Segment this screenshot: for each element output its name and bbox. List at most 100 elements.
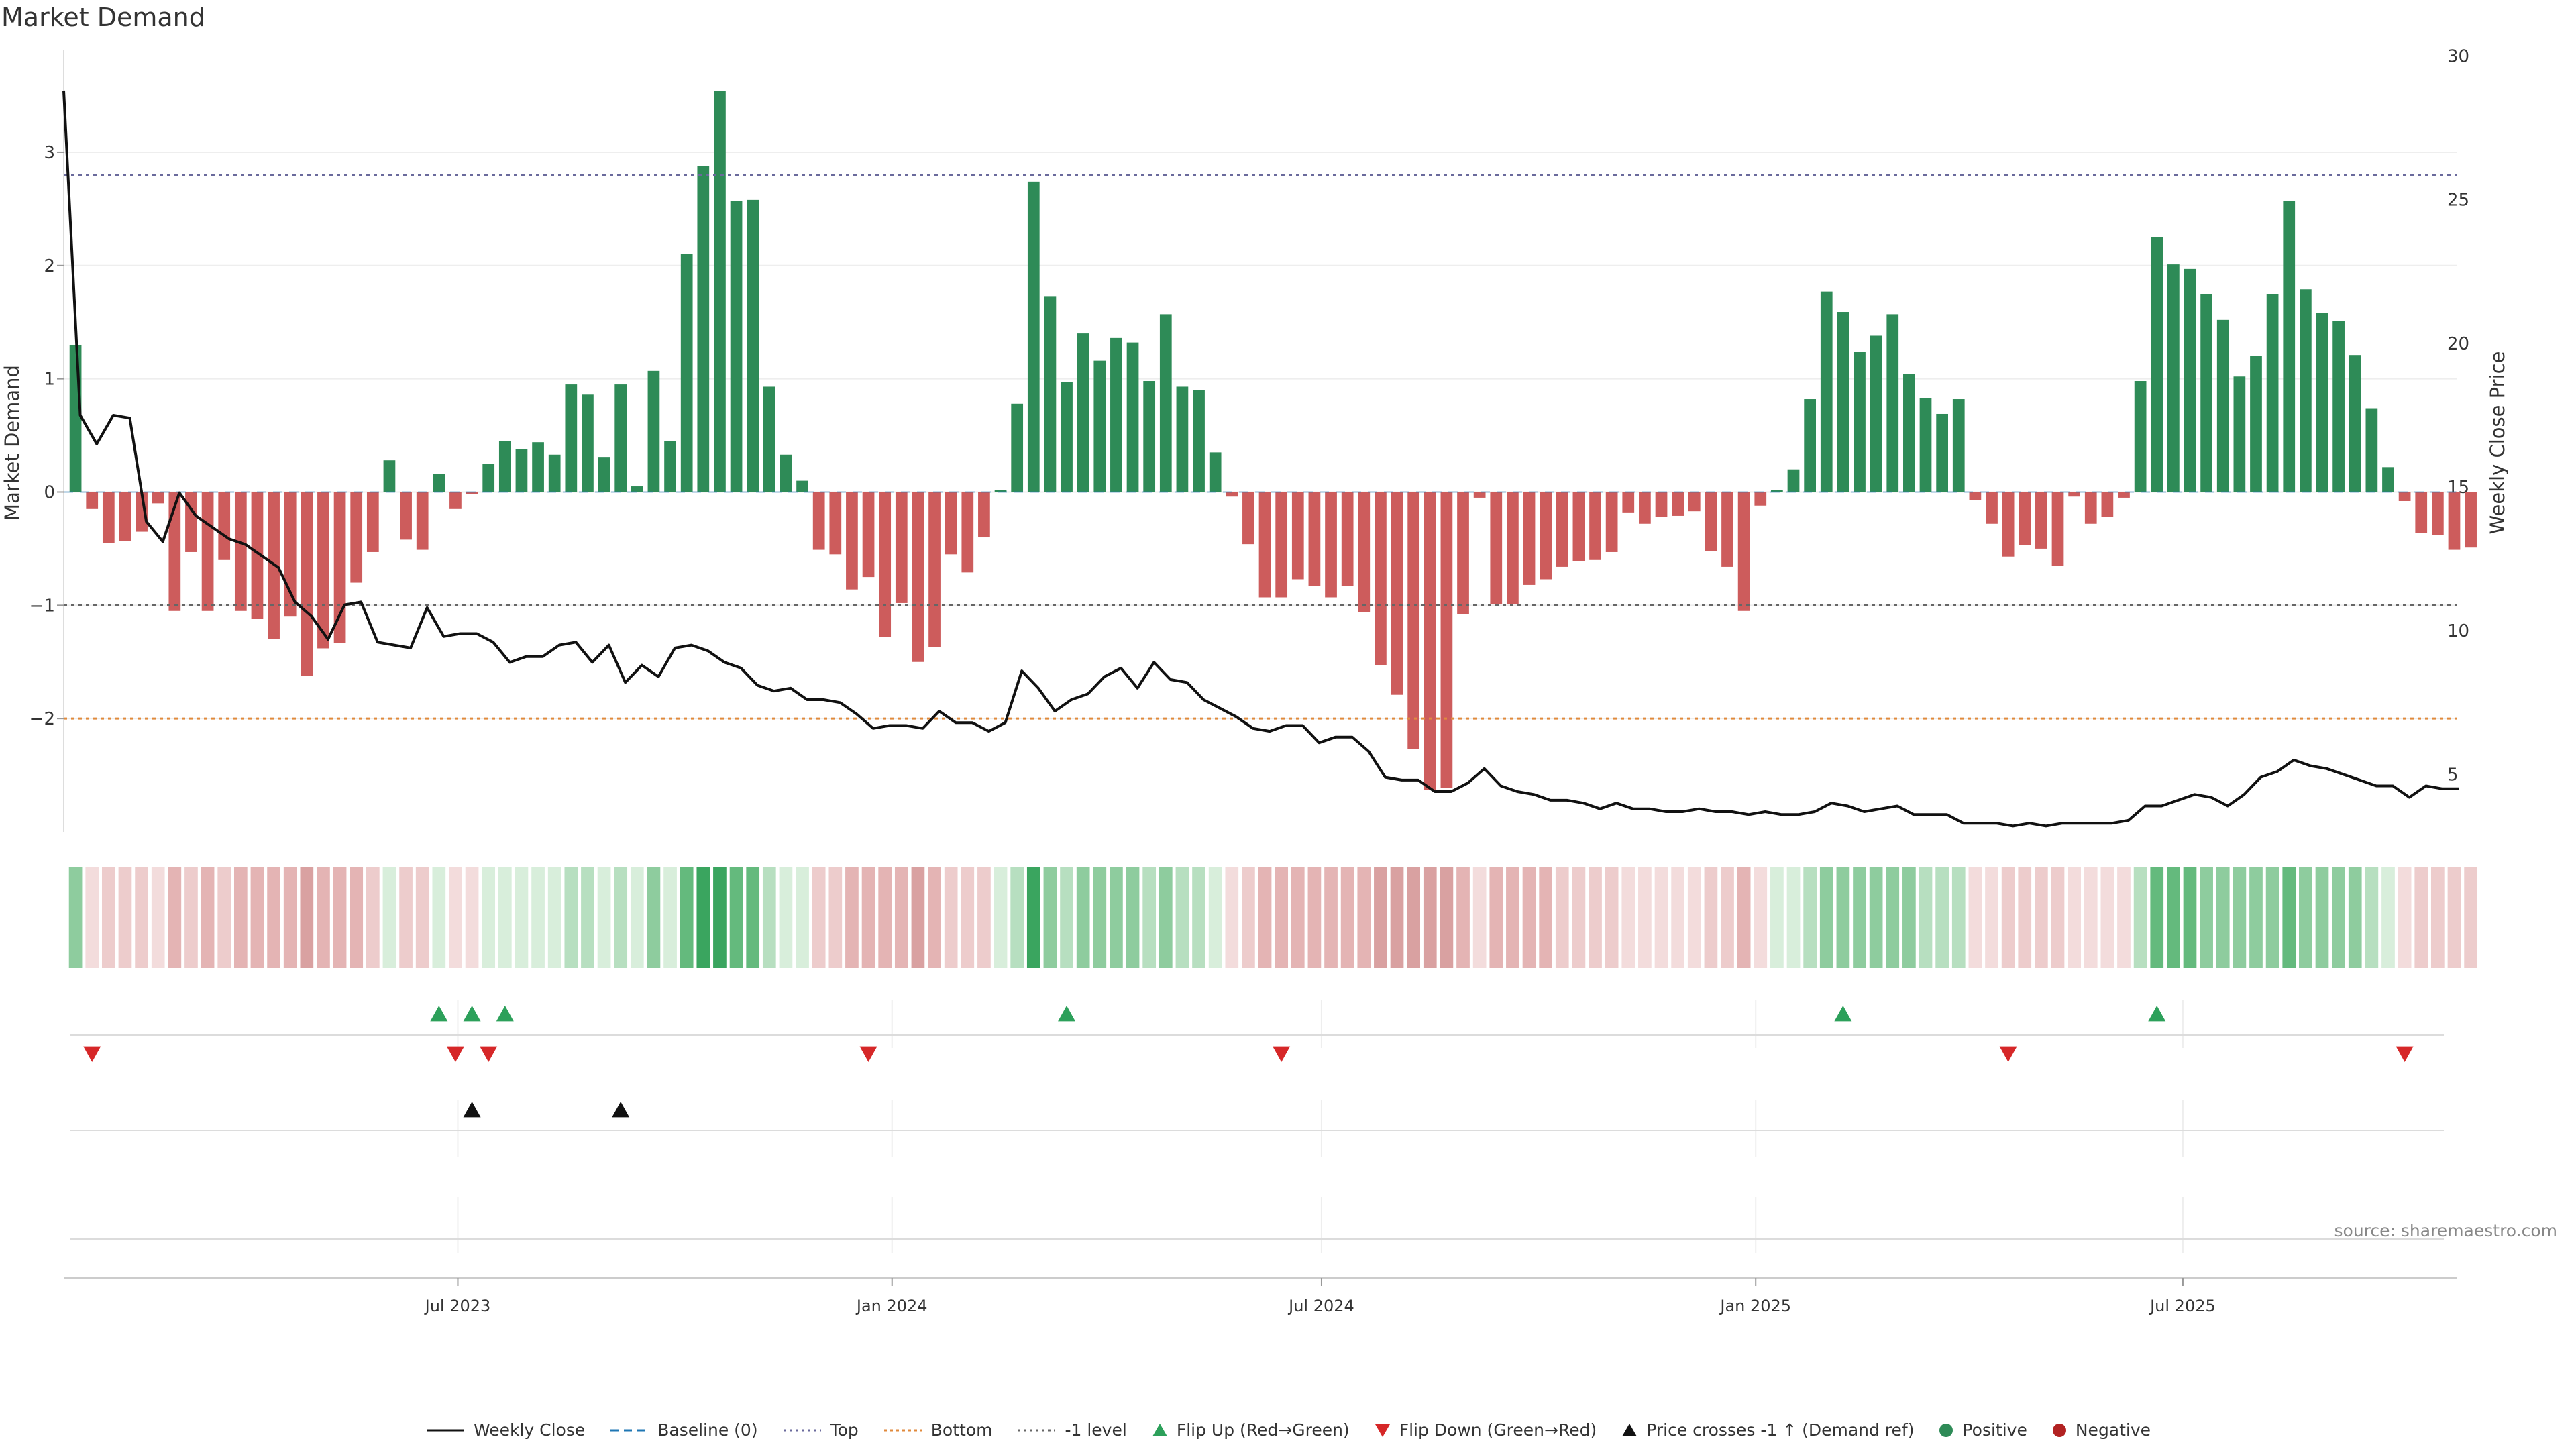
heat-cell <box>1175 867 1189 968</box>
heat-cell <box>350 867 364 968</box>
legend-label: Bottom <box>930 1420 993 1440</box>
heat-cell <box>217 867 231 968</box>
demand-bar <box>1903 374 1915 492</box>
right-tick-label: 10 <box>2447 621 2469 641</box>
demand-bar <box>2084 492 2097 524</box>
demand-bar <box>1242 492 1254 545</box>
heat-cell <box>2001 867 2015 968</box>
heat-cell <box>482 867 496 968</box>
legend-label: Baseline (0) <box>657 1420 758 1440</box>
demand-bar <box>647 370 660 492</box>
legend-swatch <box>1018 1429 1056 1431</box>
demand-bar <box>301 492 313 676</box>
heat-cell <box>1291 867 1305 968</box>
demand-bar <box>1258 492 1271 598</box>
x-tick-label: Jul 2025 <box>2149 1297 2216 1316</box>
heat-cell <box>1985 867 1998 968</box>
heat-cell <box>1819 867 1833 968</box>
demand-bar <box>1077 333 1089 492</box>
demand-bar <box>1308 492 1321 586</box>
heat-cell <box>531 867 545 968</box>
demand-bar <box>2415 492 2428 533</box>
flip-up-marker <box>2148 1006 2166 1022</box>
legend-item: Negative <box>2051 1420 2151 1440</box>
heat-cell <box>1770 867 1784 968</box>
heat-cell <box>828 867 843 968</box>
heat-cell <box>184 867 198 968</box>
heat-cell <box>1935 867 1949 968</box>
heat-cell <box>1786 867 1801 968</box>
legend-label: Negative <box>2075 1420 2151 1440</box>
demand-bar <box>912 492 924 662</box>
heat-cell <box>1225 867 1239 968</box>
heat-cell <box>1919 867 1933 968</box>
heat-cell <box>1721 867 1734 968</box>
demand-bar <box>664 441 676 492</box>
heat-cell <box>1010 867 1024 968</box>
heat-cell <box>2332 867 2345 968</box>
legend-label: Weekly Close <box>473 1420 586 1440</box>
demand-bar <box>1061 382 1073 492</box>
demand-bar <box>2019 492 2031 545</box>
demand-bar <box>234 492 247 611</box>
chart-title: Market Demand <box>1 3 205 32</box>
demand-bar <box>2398 492 2411 501</box>
heat-cell <box>547 867 561 968</box>
legend-swatch-triangle <box>1152 1423 1167 1436</box>
left-tick-label: −2 <box>30 709 55 729</box>
heat-cell <box>2100 867 2114 968</box>
legend-swatch-triangle <box>1622 1423 1638 1436</box>
heat-cell <box>2216 867 2230 968</box>
demand-bar <box>895 492 908 603</box>
legend-label: Flip Up (Red→Green) <box>1176 1420 1350 1440</box>
heat-cell <box>85 867 99 968</box>
demand-bar <box>1325 492 1337 598</box>
demand-bar <box>532 442 544 492</box>
demand-bar <box>1440 492 1453 788</box>
heat-cell <box>878 867 892 968</box>
heat-cell <box>581 867 594 968</box>
heat-cell <box>663 867 677 968</box>
demand-bar <box>1193 390 1205 492</box>
heat-cell <box>1589 867 1602 968</box>
demand-bar <box>565 384 578 492</box>
heat-cell <box>597 867 611 968</box>
flip-down-marker <box>446 1046 464 1062</box>
demand-bar <box>251 492 264 619</box>
demand-bar <box>2233 376 2246 492</box>
demand-bar <box>1870 335 1882 492</box>
heat-cell <box>1126 867 1140 968</box>
heat-cell <box>1803 867 1817 968</box>
demand-bar <box>862 492 875 578</box>
demand-bar <box>1854 352 1866 492</box>
demand-bar <box>1737 492 1750 611</box>
heat-cell <box>2200 867 2213 968</box>
heat-cell <box>630 867 644 968</box>
demand-bar <box>498 441 511 492</box>
left-axis-title: Market Demand <box>1 365 23 521</box>
heat-cell <box>1968 867 1982 968</box>
demand-bar <box>2465 492 2477 548</box>
heat-cell <box>168 867 182 968</box>
flip-up-marker <box>463 1006 481 1022</box>
legend-label: -1 level <box>1065 1420 1127 1440</box>
heat-cell <box>1258 867 1272 968</box>
demand-bar <box>1275 492 1288 598</box>
demand-bar <box>1507 492 1519 604</box>
heat-cell <box>1159 867 1173 968</box>
heat-cell <box>118 867 132 968</box>
heat-cell <box>2133 867 2147 968</box>
flip-down-marker <box>480 1046 498 1062</box>
demand-bar <box>1639 492 1651 524</box>
heat-cell <box>2068 867 2081 968</box>
demand-bar <box>515 449 528 492</box>
demand-bar <box>796 480 808 492</box>
demand-bar <box>1490 492 1503 604</box>
heat-cell <box>382 867 396 968</box>
legend-swatch <box>610 1429 649 1431</box>
legend-label: Positive <box>1962 1420 2027 1440</box>
demand-bar <box>400 492 412 540</box>
heat-cell <box>713 867 727 968</box>
weekly-close-line <box>62 90 2459 828</box>
heat-cell <box>1687 867 1701 968</box>
